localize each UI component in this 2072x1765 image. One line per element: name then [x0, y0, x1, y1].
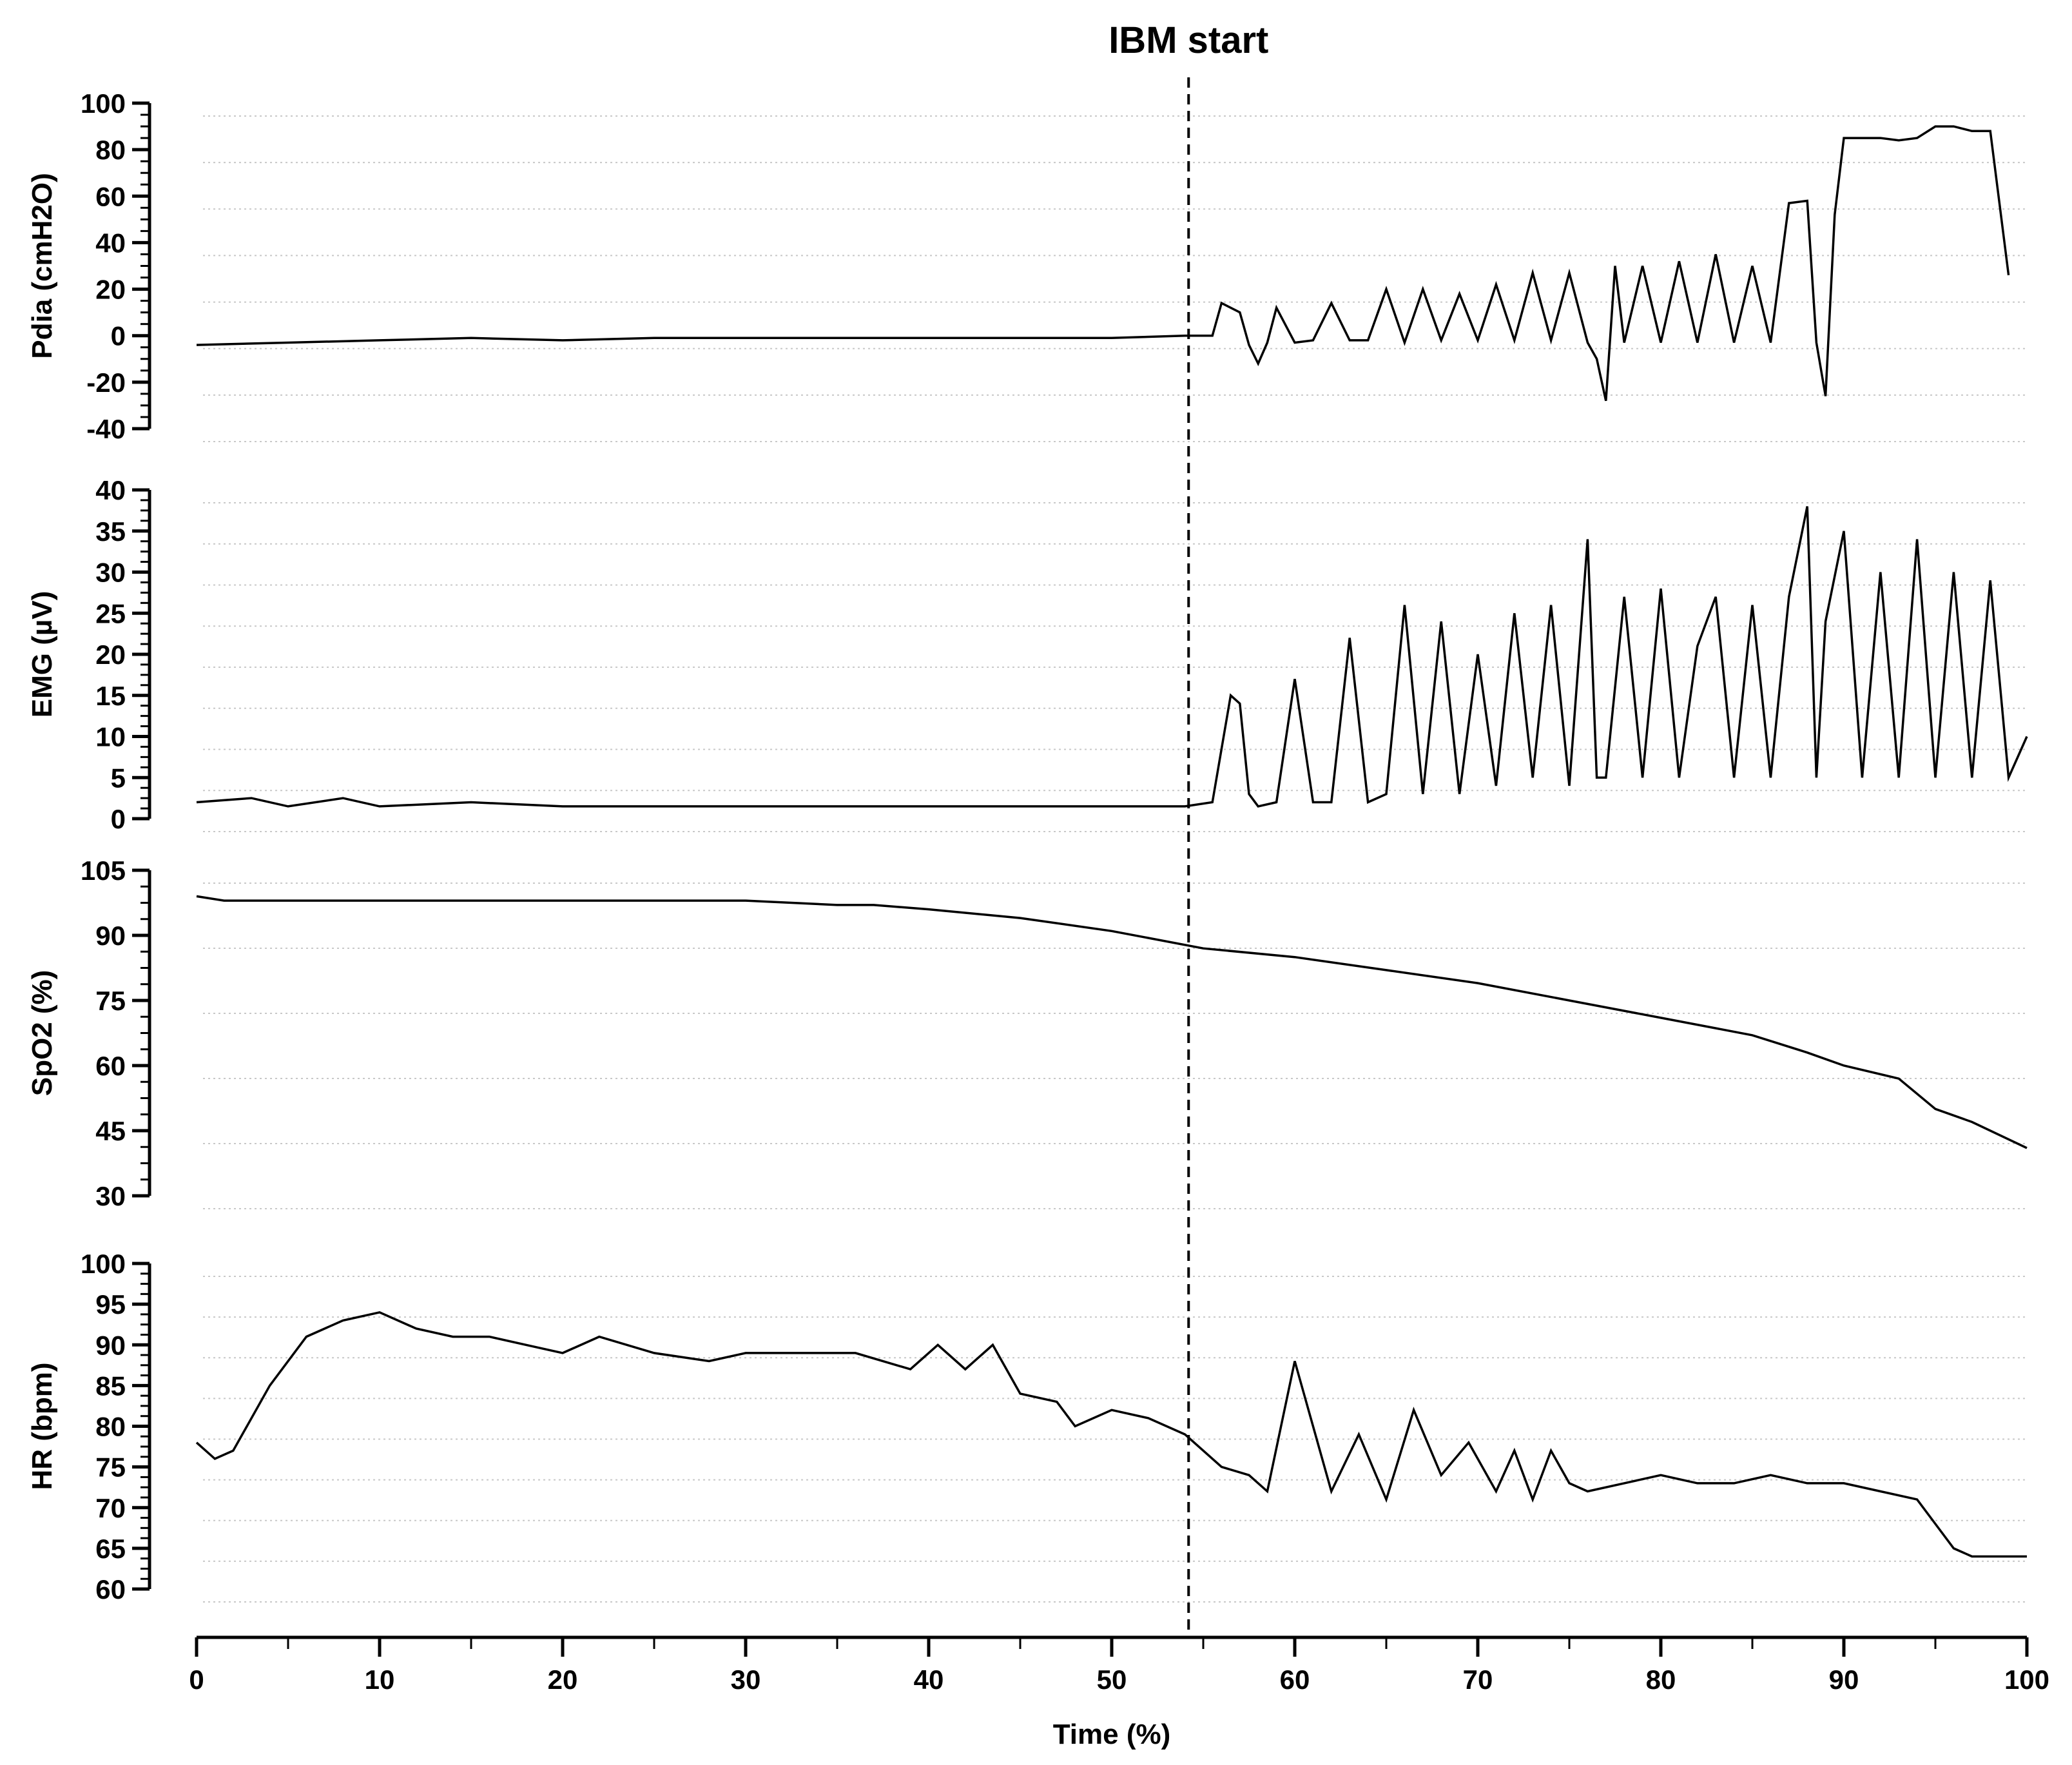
hr-y-axis-label: HR (bpm) — [26, 1363, 58, 1490]
emg-y-tick-label: 25 — [95, 598, 126, 629]
emg-y-tick-label: 5 — [111, 763, 126, 793]
hr-y-tick-label: 75 — [95, 1452, 126, 1483]
spo2-panel: 30 45 60 75 90 105 SpO2 (%) — [26, 855, 2028, 1211]
pdia-series-line — [196, 125, 2010, 402]
x-tick-label: 30 — [731, 1664, 761, 1695]
x-tick-label: 90 — [1829, 1664, 1859, 1695]
x-tick-label: 100 — [2004, 1664, 2049, 1695]
x-tick-label: 10 — [365, 1664, 395, 1695]
pdia-y-tick-label: 80 — [95, 135, 126, 165]
hr-y-tick-label: 80 — [95, 1412, 126, 1442]
x-tick-label: 70 — [1463, 1664, 1493, 1695]
emg-y-tick-label: 0 — [111, 804, 126, 834]
hr-y-tick-label: 100 — [81, 1249, 126, 1279]
pdia-y-tick-label: 0 — [111, 321, 126, 351]
pdia-y-tick-label: 40 — [95, 228, 126, 258]
emg-y-tick-label: 40 — [95, 475, 126, 505]
chart-title: IBM start — [1109, 19, 1268, 61]
x-tick-label: 40 — [914, 1664, 944, 1695]
emg-y-axis-label: EMG (µV) — [26, 591, 58, 717]
spo2-y-axis-label: SpO2 (%) — [26, 970, 58, 1097]
pdia-y-tick-label: 20 — [95, 275, 126, 305]
pdia-y-axis-label: Pdia (cmH2O) — [26, 173, 58, 359]
emg-y-tick-label: 10 — [95, 722, 126, 752]
x-tick-label: 0 — [189, 1664, 204, 1695]
spo2-y-tick-label: 90 — [95, 921, 126, 951]
spo2-y-tick-label: 30 — [95, 1181, 126, 1211]
x-axis-label: Time (%) — [1053, 1719, 1171, 1750]
hr-y-tick-label: 70 — [95, 1493, 126, 1523]
pdia-y-tick-label: -40 — [86, 414, 126, 444]
pdia-panel: -40 -20 0 20 40 60 80 100 Pdia (cmH2O) — [26, 88, 2027, 444]
pdia-y-tick-label: 100 — [81, 88, 126, 119]
x-tick-label: 80 — [1646, 1664, 1676, 1695]
x-tick-label: 50 — [1097, 1664, 1127, 1695]
spo2-y-tick-label: 105 — [81, 855, 126, 886]
hr-y-tick-label: 95 — [95, 1289, 126, 1320]
emg-y-tick-label: 35 — [95, 516, 126, 547]
emg-panel: 0 5 10 15 20 25 30 35 40 EMG (µV) — [26, 475, 2028, 834]
x-tick-label: 60 — [1280, 1664, 1310, 1695]
spo2-series-line — [196, 895, 2028, 1149]
spo2-y-tick-label: 45 — [95, 1116, 126, 1146]
chart-panels: -40 -20 0 20 40 60 80 100 Pdia (cmH2O) 0 5 10 15 20 25… — [26, 88, 2028, 1604]
pdia-y-tick-label: 60 — [95, 181, 126, 211]
x-tick-label: 20 — [548, 1664, 578, 1695]
hr-panel: 60 65 70 75 80 85 90 95 100 HR (bpm) — [26, 1249, 2027, 1604]
hr-y-tick-label: 65 — [95, 1534, 126, 1564]
pdia-y-tick-label: -20 — [86, 367, 126, 398]
emg-y-tick-label: 20 — [95, 639, 126, 670]
spo2-y-tick-label: 60 — [95, 1051, 126, 1081]
hr-series-line — [195, 1311, 2027, 1558]
hr-y-tick-label: 90 — [95, 1330, 126, 1360]
emg-y-tick-label: 30 — [95, 558, 126, 588]
emg-series-line — [196, 506, 2028, 808]
x-axis: 0 10 20 30 40 50 60 70 80 90 100 — [189, 1635, 2049, 1695]
emg-y-tick-label: 15 — [95, 681, 126, 711]
spo2-y-tick-label: 75 — [95, 986, 126, 1016]
hr-y-tick-label: 60 — [95, 1574, 126, 1604]
hr-y-tick-label: 85 — [95, 1370, 126, 1401]
